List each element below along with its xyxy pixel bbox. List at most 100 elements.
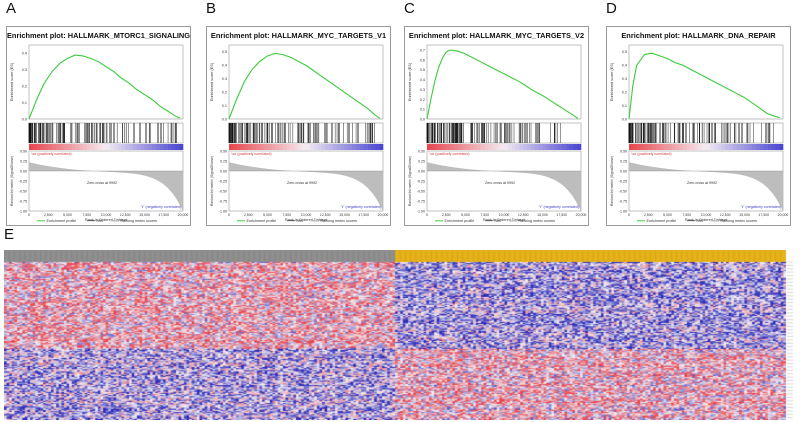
enrichment-plot-d: 0.0 0.1 0.2 0.3 0.4 0.5 Enrichment score (ES) 0… [610,44,789,223]
rank-color-segment [534,144,539,150]
rank-y-tick-label: 0.25 [620,160,627,164]
rank-color-segment [163,144,168,150]
rank-color-segment [317,144,322,150]
rank-color-segment [359,144,365,150]
legend-metric-label: Ranking metric scores [519,219,556,223]
rank-color-segment [629,144,634,150]
rank-color-segment [232,144,237,150]
rank-color-segment [267,144,272,150]
rank-color-segment [546,144,551,150]
rank-color-segment [363,144,368,150]
rank-y-tick-label: -0.25 [619,180,627,184]
y-tick-label: 0.4 [622,64,627,68]
rank-color-segment [352,144,357,150]
rank-color-segment [538,144,543,150]
y-tick-label: 0.2 [22,85,27,89]
rank-y-tick-label: 0.25 [418,160,425,164]
rank-color-segment [109,144,114,150]
x-tick-label: 10,000 [499,213,510,217]
x-tick-label: 5,000 [263,213,272,217]
y-tick-label: 0.1 [420,108,425,112]
rank-color-segment [713,144,718,150]
rank-color-segment [255,144,261,150]
rank-y-tick-label: 0.50 [20,150,27,154]
rank-color-segment [554,144,559,150]
x-tick-label: 12,500 [320,213,331,217]
x-tick-label: 15,000 [139,213,150,217]
rank-y-tick-label: -0.75 [619,200,627,204]
x-tick-label: 15,000 [537,213,548,217]
rank-color-segment [690,144,695,150]
rank-color-segment [457,144,462,150]
rank-color-segment [671,144,676,150]
rank-color-segment [332,144,338,150]
rank-color-segment [148,144,153,150]
rank-color-segment [348,144,353,150]
rank-color-segment [682,144,688,150]
rank-color-segment [344,144,349,150]
y-axis-label: Enrichment score (ES) [10,62,14,101]
rank-color-segment [90,144,95,150]
rank-y-tick-label: 0.50 [620,150,627,154]
y-tick-label: 0.5 [420,68,425,72]
x-tick-label: 17,500 [158,213,169,217]
rank-color-segment [752,144,757,150]
enrichment-profile-line [426,49,579,120]
rank-color-segment [113,144,118,150]
rank-color-segment [44,144,49,150]
rank-y-tick-label: -0.50 [619,190,627,194]
heatmap-canvas [4,250,798,420]
rank-color-segment [29,144,34,150]
panel-letter: B [206,0,217,17]
rank-color-segment [504,144,509,150]
rank-color-segment [736,144,741,150]
y-tick-label: 0.1 [222,104,227,108]
legend-hits-label: Hits [495,219,502,223]
rank-color-segment [775,144,780,150]
y-tick-label: 0.5 [622,50,627,54]
enrichment-profile-line [28,54,181,120]
rank-y-tick-label: -1.00 [19,210,27,214]
rank-color-segment [507,144,512,150]
rank-color-segment [132,144,138,150]
x-tick-label: 17,500 [358,213,369,217]
rank-color-segment [259,144,264,150]
rank-y-axis-label: Ranked list metric (Signal2Noise) [10,156,14,206]
rank-y-tick-label: 0.00 [20,170,27,174]
rank-y-tick-label: 0.50 [220,150,227,154]
rank-color-segment [375,144,380,150]
x-tick-label: 20,000 [778,213,789,217]
y-tick-label: 0.3 [222,77,227,81]
y-tick-label: 0.0 [420,118,425,122]
rank-color-segment [740,144,745,150]
rank-color-segment [329,144,334,150]
rank-color-segment [648,144,653,150]
rank-color-segment [725,144,730,150]
legend-hits-label: Hits [697,219,704,223]
negative-label: 'Y' (negatively correlated) [141,205,181,209]
rank-color-segment [488,144,493,150]
gsea-panel-d: D Enrichment plot: HALLMARK_DNA_REPAIR 0… [606,0,791,228]
rank-color-segment [121,144,126,150]
rank-color-segment [756,144,761,150]
rank-y-tick-label: 0.00 [418,170,425,174]
rank-y-tick-label: -1.00 [219,210,227,214]
rank-color-segment [275,144,280,150]
x-tick-label: 2,500 [644,213,653,217]
rank-y-tick-label: -0.50 [19,190,27,194]
rank-y-tick-label: 0.25 [20,160,27,164]
rank-color-segment [477,144,482,150]
enrichment-plot-b: 0.0 0.1 0.2 0.3 0.4 0.5 Enrichment score (ES) 0… [210,44,388,223]
rank-color-segment [156,144,161,150]
rank-color-segment [240,144,245,150]
x-tick-label: 7,500 [282,213,291,217]
rank-color-segment [102,144,107,150]
rank-color-segment [461,144,466,150]
rank-y-axis-label: Ranked list metric (Signal2Noise) [210,156,214,206]
rank-color-segment [252,144,257,150]
rank-color-segment [371,144,376,150]
rank-color-segment [565,144,570,150]
rank-color-segment [652,144,657,150]
rank-color-segment [446,144,451,150]
rank-y-tick-label: -1.00 [619,210,627,214]
